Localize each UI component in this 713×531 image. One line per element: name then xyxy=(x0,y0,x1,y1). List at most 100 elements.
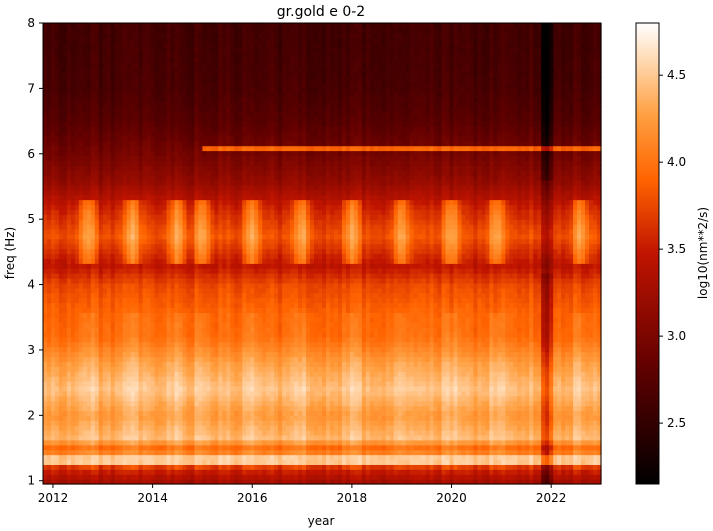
heatmap-cell xyxy=(218,282,223,289)
heatmap-cell xyxy=(206,268,211,274)
heatmap-cell xyxy=(182,140,188,147)
heatmap-cell xyxy=(138,439,144,446)
heatmap-cell xyxy=(122,27,128,34)
heatmap-cell xyxy=(138,179,144,186)
heatmap-cell xyxy=(186,111,192,117)
heatmap-cell xyxy=(182,449,188,456)
heatmap-cell xyxy=(186,194,192,201)
heatmap-cell xyxy=(126,86,132,93)
heatmap-cell xyxy=(62,390,68,397)
heatmap-cell xyxy=(206,317,211,323)
heatmap-cell xyxy=(102,278,108,284)
heatmap-cell xyxy=(126,111,132,117)
heatmap-cell xyxy=(154,228,160,235)
heatmap-cell xyxy=(242,27,247,34)
heatmap-cell xyxy=(74,116,80,122)
heatmap-cell xyxy=(166,312,172,318)
heatmap-cell xyxy=(130,150,136,157)
heatmap-cell xyxy=(62,32,68,39)
heatmap-cell xyxy=(226,111,231,117)
heatmap-cell xyxy=(230,273,235,279)
heatmap-cell xyxy=(190,444,196,451)
heatmap-cell xyxy=(106,287,112,294)
heatmap-cell xyxy=(106,331,112,338)
heatmap-cell xyxy=(70,410,76,416)
heatmap-cell xyxy=(106,101,112,107)
heatmap-cell xyxy=(130,189,136,196)
heatmap-cell xyxy=(230,194,235,201)
heatmap-cell xyxy=(134,263,140,269)
heatmap-cell xyxy=(66,317,72,323)
heatmap-cell xyxy=(210,170,215,176)
heatmap-cell xyxy=(146,469,152,475)
heatmap-cell xyxy=(226,385,231,392)
heatmap-cell xyxy=(98,346,104,353)
heatmap-cell xyxy=(142,101,148,107)
heatmap-cell xyxy=(178,170,184,176)
heatmap-cell xyxy=(134,287,140,294)
heatmap-cell xyxy=(162,101,168,107)
heatmap-cell xyxy=(146,430,152,436)
heatmap-cell xyxy=(246,37,251,44)
heatmap-cell xyxy=(62,62,68,68)
heatmap-cell xyxy=(62,111,68,117)
heatmap-cell xyxy=(194,366,200,372)
heatmap-cell xyxy=(82,405,88,412)
heatmap-cell xyxy=(58,86,64,93)
heatmap-cell xyxy=(226,160,231,166)
heatmap-cell xyxy=(206,125,211,132)
heatmap-cell xyxy=(86,253,92,259)
heatmap-cell xyxy=(162,170,168,176)
heatmap-cell xyxy=(86,155,92,161)
heatmap-cell xyxy=(98,400,104,407)
heatmap-cell xyxy=(150,400,156,407)
heatmap-cell xyxy=(94,219,100,225)
heatmap-cell xyxy=(70,336,76,343)
heatmap-cell xyxy=(250,292,255,299)
heatmap-cell xyxy=(150,106,156,112)
heatmap-cell xyxy=(94,287,100,294)
heatmap-cell xyxy=(234,57,239,63)
heatmap-cell xyxy=(90,130,96,137)
heatmap-cell xyxy=(174,76,180,83)
heatmap-cell xyxy=(230,150,235,157)
heatmap-cell xyxy=(146,37,152,44)
heatmap-cell xyxy=(142,395,148,402)
heatmap-cell xyxy=(114,268,120,274)
heatmap-cell xyxy=(130,228,136,235)
heatmap-cell xyxy=(154,444,160,451)
heatmap-cell xyxy=(194,312,200,318)
heatmap-cell xyxy=(162,464,168,470)
heatmap-cell xyxy=(118,52,124,58)
heatmap-cell xyxy=(218,390,223,397)
heatmap-cell xyxy=(74,336,80,343)
heatmap-cell xyxy=(94,116,100,122)
heatmap-cell xyxy=(50,302,56,309)
heatmap-cell xyxy=(214,76,219,83)
heatmap-cell xyxy=(98,459,104,465)
heatmap-cell xyxy=(238,405,243,412)
heatmap-cell xyxy=(114,224,120,230)
heatmap-cell xyxy=(114,263,120,269)
heatmap-cell xyxy=(194,145,200,152)
heatmap-cell xyxy=(242,258,247,264)
heatmap-cell xyxy=(46,268,52,274)
heatmap-cell xyxy=(50,228,56,235)
heatmap-cell xyxy=(102,307,108,313)
heatmap-cell xyxy=(210,430,215,436)
heatmap-cell xyxy=(50,425,56,431)
heatmap-cell xyxy=(154,209,160,215)
heatmap-cell xyxy=(138,336,144,343)
heatmap-cell xyxy=(110,474,116,480)
heatmap-cell xyxy=(50,307,56,313)
heatmap-cell xyxy=(46,390,52,397)
heatmap-cell xyxy=(90,351,96,358)
heatmap-cell xyxy=(246,263,251,269)
heatmap-cell xyxy=(43,76,48,83)
heatmap-cell xyxy=(198,175,204,181)
heatmap-cell xyxy=(98,356,104,362)
heatmap-cell xyxy=(98,214,104,220)
heatmap-cell xyxy=(210,346,215,353)
heatmap-cell xyxy=(242,430,247,436)
heatmap-cell xyxy=(94,199,100,206)
